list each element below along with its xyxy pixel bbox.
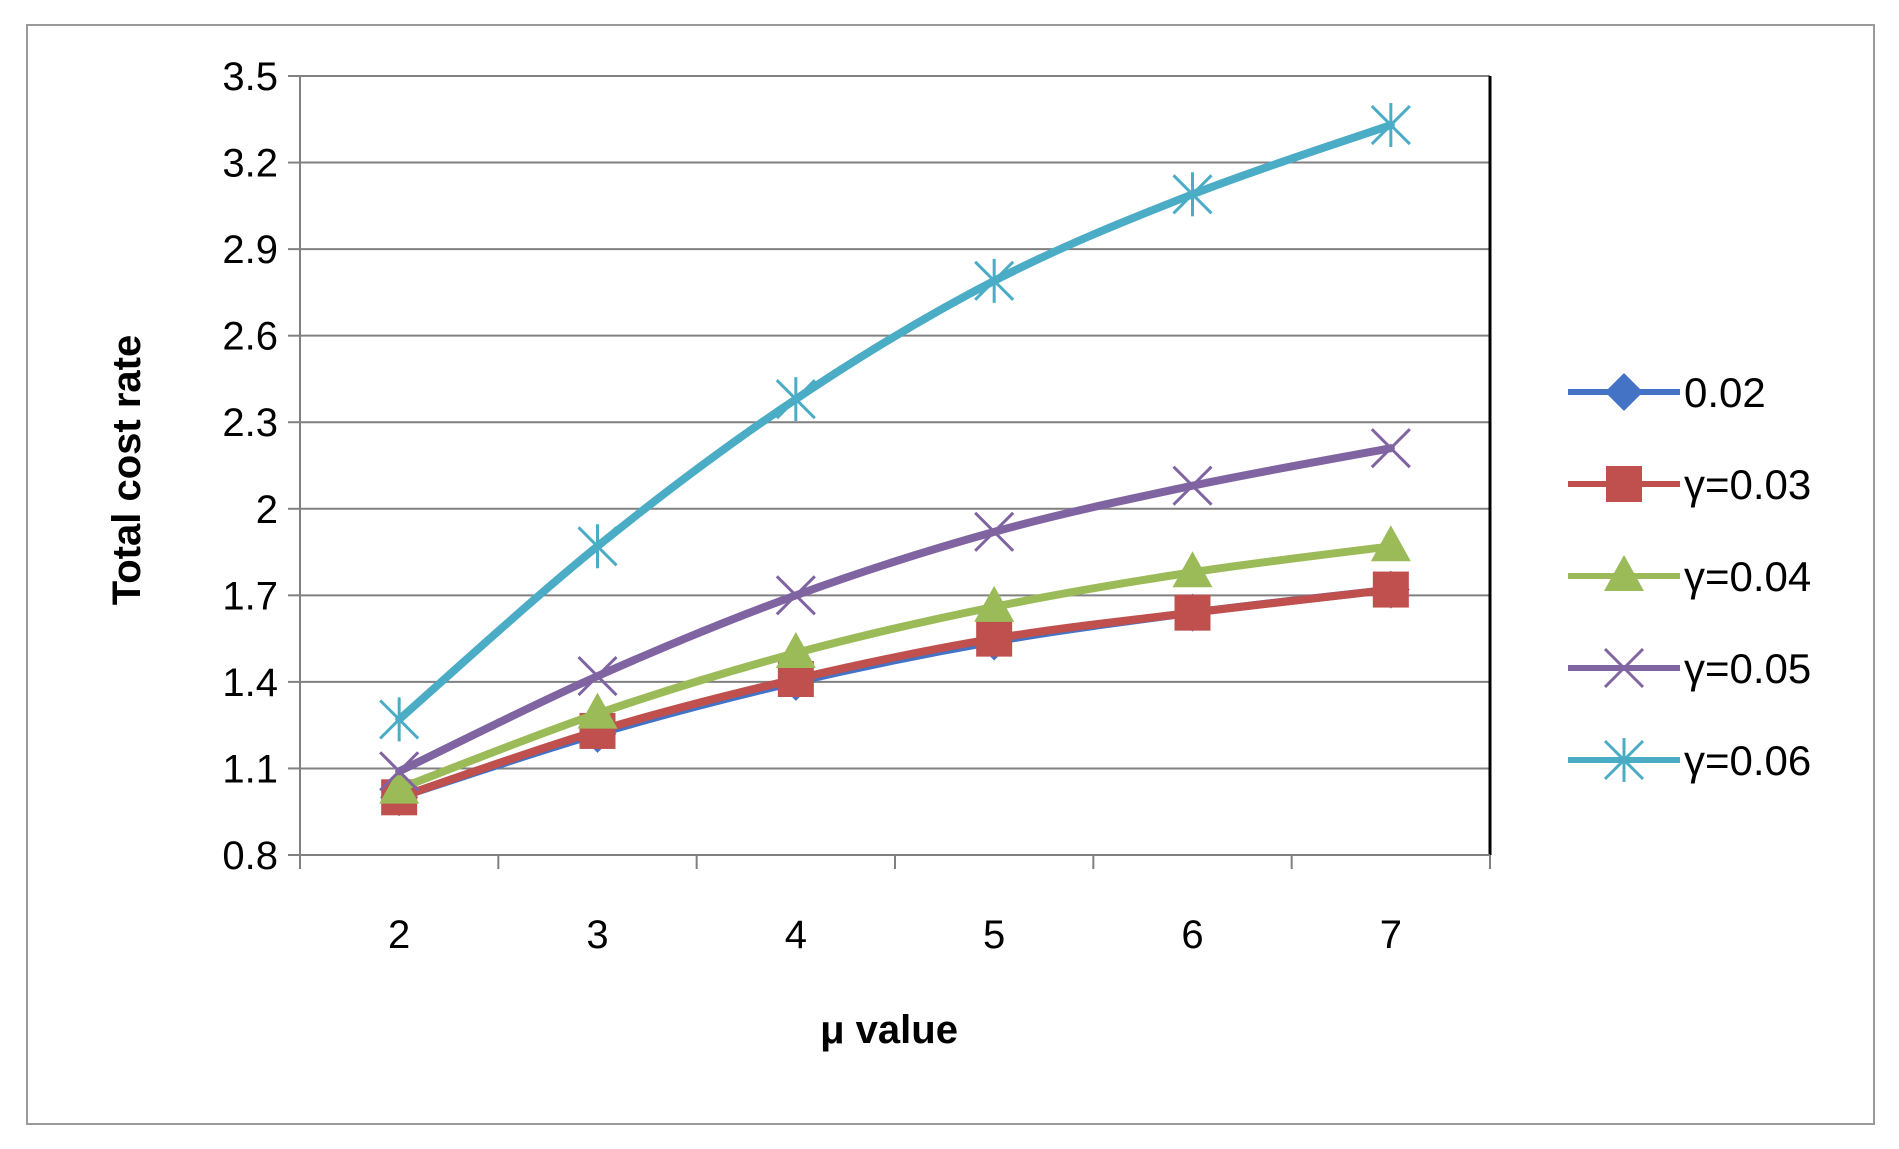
legend-label: γ=0.03 <box>1684 461 1811 508</box>
x-tick-label: 2 <box>388 913 410 957</box>
legend-marker <box>1606 466 1642 502</box>
series-line <box>395 444 1395 776</box>
y-tick-label: 2.3 <box>222 401 278 445</box>
y-tick-label: 3.5 <box>222 55 278 99</box>
legend-item: γ=0.03 <box>1568 461 1811 508</box>
series-4 <box>379 428 1411 792</box>
legend-item: γ=0.04 <box>1568 553 1811 600</box>
data-point <box>379 697 420 742</box>
series-line <box>395 585 1395 802</box>
legend-label: 0.02 <box>1684 369 1766 416</box>
data-point <box>1174 594 1211 631</box>
legend-item: γ=0.06 <box>1568 737 1811 784</box>
legend-item: γ=0.05 <box>1568 645 1811 692</box>
data-point <box>379 751 420 792</box>
data-point <box>1172 172 1213 217</box>
x-tick-label: 7 <box>1380 913 1402 957</box>
series-group <box>379 103 1411 817</box>
series-2 <box>381 571 1409 816</box>
data-point <box>775 632 816 669</box>
data-point <box>379 767 420 804</box>
data-point <box>577 656 618 697</box>
x-tick-labels: 2 3 4 5 6 7 <box>388 913 1402 957</box>
x-tick-label: 3 <box>586 913 608 957</box>
x-tick-label: 5 <box>983 913 1005 957</box>
y-tick-label: 1.1 <box>222 747 278 791</box>
data-point <box>1370 428 1411 469</box>
series-3 <box>379 525 1411 804</box>
x-tick-label: 4 <box>785 913 807 957</box>
data-point <box>1172 465 1213 506</box>
legend-item: 0.02 <box>1568 369 1766 416</box>
legend-label: γ=0.04 <box>1684 553 1811 600</box>
axes <box>288 75 1492 869</box>
data-point <box>775 575 816 616</box>
legend-label: γ=0.06 <box>1684 737 1811 784</box>
y-tick-label: 3.2 <box>222 142 278 186</box>
data-point <box>1172 551 1213 588</box>
legend-marker <box>1604 555 1644 591</box>
y-tick-label: 2 <box>256 488 278 532</box>
series-5 <box>379 103 1411 742</box>
data-point <box>577 692 618 729</box>
y-axis-title: Total cost rate <box>105 335 149 605</box>
y-tick-label: 1.7 <box>222 574 278 618</box>
gridlines <box>300 75 1490 770</box>
data-point <box>974 258 1015 303</box>
data-point <box>1370 103 1411 148</box>
data-point <box>775 377 816 422</box>
legend-marker <box>1603 647 1645 689</box>
series-line <box>395 585 1395 802</box>
chart-frame <box>26 24 1875 1125</box>
y-tick-labels: 0.8 1.1 1.4 1.7 2 2.3 2.6 2.9 3.2 3.5 <box>222 55 278 878</box>
y-tick-label: 1.4 <box>222 661 278 705</box>
data-point <box>974 585 1015 622</box>
legend-marker <box>1603 738 1645 782</box>
data-point <box>1372 571 1409 608</box>
y-tick-label: 2.6 <box>222 315 278 359</box>
legend-marker <box>1605 373 1643 411</box>
series-line <box>395 121 1395 724</box>
series-line <box>395 542 1395 793</box>
data-point <box>976 620 1013 657</box>
data-point <box>577 524 618 569</box>
data-point <box>974 511 1015 552</box>
x-axis-title: μ value <box>820 1008 958 1052</box>
y-tick-label: 2.9 <box>222 228 278 272</box>
x-tick-label: 6 <box>1181 913 1203 957</box>
legend-label: γ=0.05 <box>1684 645 1811 692</box>
y-tick-label: 0.8 <box>222 834 278 878</box>
legend: 0.02 γ=0.03 γ=0.04 γ=0.05 γ=0.06 <box>1568 369 1811 784</box>
data-point <box>1370 525 1411 562</box>
